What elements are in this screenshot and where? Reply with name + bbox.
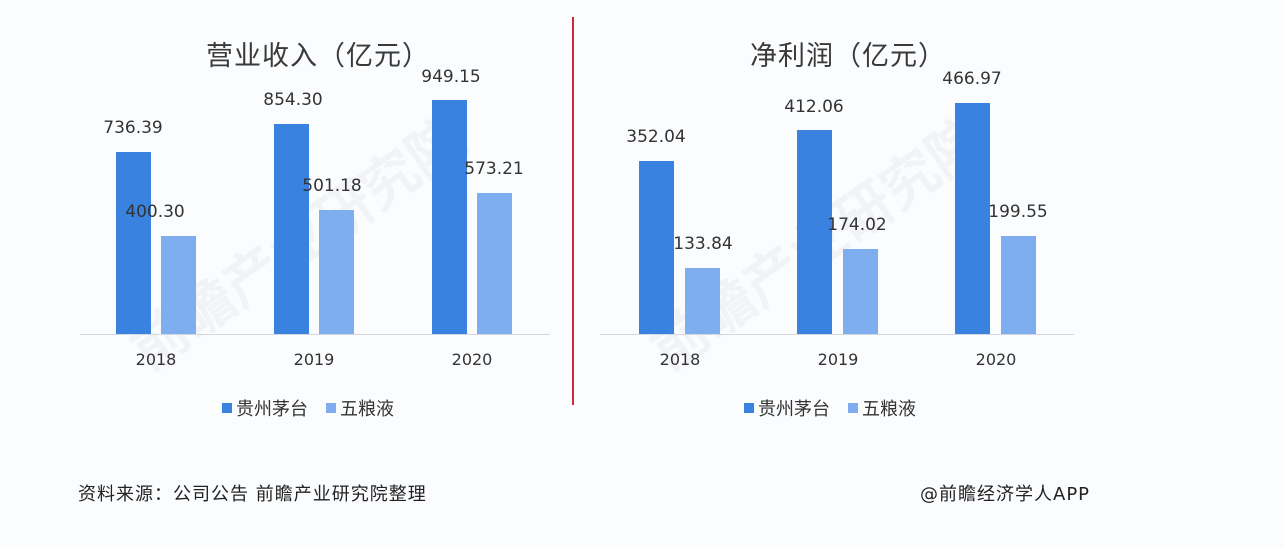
legend-item-wuliangye: 五粮液 (326, 395, 394, 421)
legend-swatch-dark (744, 403, 754, 413)
legend-label: 贵州茅台 (236, 399, 308, 420)
x-axis (80, 334, 550, 335)
legend-label: 贵州茅台 (758, 399, 830, 420)
bar-wuliangye-2018 (161, 236, 196, 334)
x-axis (600, 334, 1074, 335)
bar-moutai-2020 (432, 100, 467, 334)
bar-wuliangye-2020 (477, 193, 512, 334)
value-label: 133.84 (673, 234, 733, 254)
legend-item-wuliangye: 五粮液 (848, 395, 916, 421)
revenue-chart-title: 营业收入（亿元） (206, 41, 430, 72)
x-tick: 2019 (293, 350, 335, 369)
x-tick: 2020 (451, 350, 493, 369)
x-tick: 2019 (817, 350, 859, 369)
x-tick: 2018 (659, 350, 701, 369)
value-label: 949.15 (421, 67, 481, 87)
legend: 贵州茅台 五粮液 (744, 395, 934, 421)
value-label: 199.55 (988, 202, 1048, 222)
bar-moutai-2018 (116, 152, 151, 334)
bar-moutai-2020 (955, 103, 990, 334)
bar-wuliangye-2018 (685, 268, 720, 334)
legend: 贵州茅台 五粮液 (222, 395, 412, 421)
bar-moutai-2019 (797, 130, 832, 334)
chart-divider (572, 17, 574, 405)
value-label: 466.97 (942, 69, 1002, 89)
bar-wuliangye-2020 (1001, 236, 1036, 334)
bar-moutai-2018 (639, 161, 674, 334)
legend-label: 五粮液 (340, 399, 394, 420)
value-label: 501.18 (302, 176, 362, 196)
credit-note: @前瞻经济学人APP (920, 484, 1091, 505)
legend-swatch-dark (222, 403, 232, 413)
legend-swatch-light (326, 403, 336, 413)
legend-item-moutai: 贵州茅台 (744, 395, 830, 421)
legend-item-moutai: 贵州茅台 (222, 395, 308, 421)
net-profit-chart-title: 净利润（亿元） (750, 41, 946, 72)
value-label: 174.02 (827, 215, 887, 235)
bar-wuliangye-2019 (319, 210, 354, 334)
legend-swatch-light (848, 403, 858, 413)
x-tick: 2018 (135, 350, 177, 369)
value-label: 854.30 (263, 90, 323, 110)
x-tick: 2020 (975, 350, 1017, 369)
legend-label: 五粮液 (862, 399, 916, 420)
value-label: 352.04 (626, 127, 686, 147)
value-label: 412.06 (784, 97, 844, 117)
value-label: 573.21 (464, 159, 524, 179)
source-note: 资料来源：公司公告 前瞻产业研究院整理 (78, 484, 427, 505)
value-label: 400.30 (125, 202, 185, 222)
bar-moutai-2019 (274, 124, 309, 334)
bar-wuliangye-2019 (843, 249, 878, 334)
value-label: 736.39 (103, 118, 163, 138)
